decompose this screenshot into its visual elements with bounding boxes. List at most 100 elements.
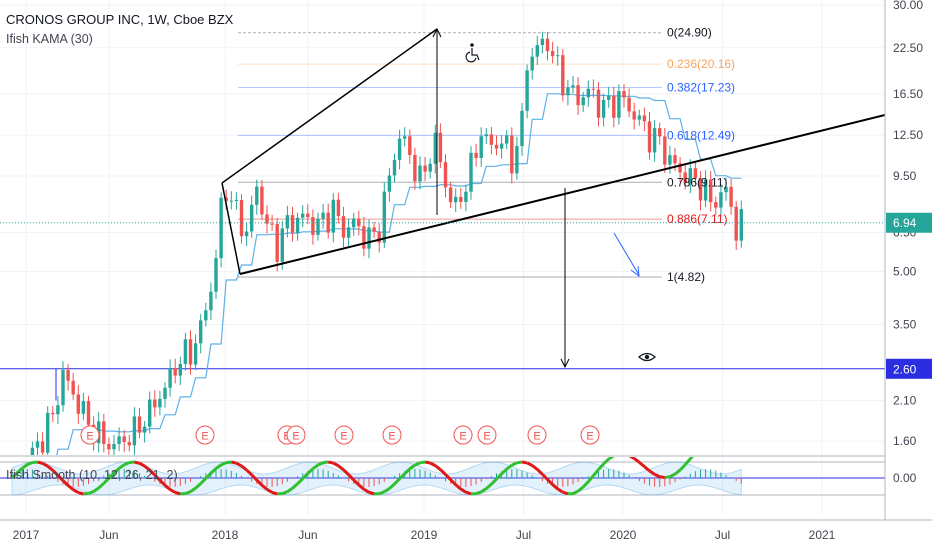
- eye-icon-outline: [638, 352, 656, 362]
- candle-body: [709, 179, 713, 203]
- candle-body: [367, 227, 371, 249]
- time-axis-bg: [0, 521, 932, 550]
- candle-body: [148, 399, 152, 427]
- candle-body: [581, 97, 585, 106]
- earnings-markers[interactable]: EEEEEEEEEE: [80, 425, 600, 445]
- candle-body: [112, 443, 116, 450]
- earnings-marker[interactable]: E: [527, 425, 547, 445]
- last-price-tag: [886, 212, 932, 233]
- candle-body: [250, 204, 254, 232]
- osc-wave-segment: [189, 486, 197, 493]
- horizontal-line-2-60[interactable]: [0, 368, 885, 401]
- candle-body: [403, 136, 407, 139]
- earnings-marker[interactable]: E: [477, 425, 497, 445]
- osc-band: [11, 461, 742, 496]
- osc-wave-segment: [266, 488, 273, 494]
- osc-wave-segment: [317, 461, 324, 467]
- fib-retracement[interactable]: [238, 32, 662, 278]
- hline-price-tag: [886, 358, 932, 379]
- trend-drawings[interactable]: [221, 27, 885, 369]
- osc-wave-segment: [597, 462, 605, 471]
- eye-icon-pupil: [644, 354, 650, 360]
- candle-body: [413, 154, 417, 182]
- osc-wave-segment: [633, 457, 641, 464]
- candle-body: [683, 172, 687, 184]
- osc-wave-segment: [541, 473, 549, 481]
- candle-body: [285, 215, 290, 229]
- candle-body: [173, 367, 177, 376]
- candle-body: [668, 155, 672, 165]
- candle-body: [321, 212, 325, 219]
- osc-wave-segment: [260, 483, 268, 491]
- candle-body: [107, 443, 111, 450]
- earnings-marker-letter: E: [86, 431, 93, 443]
- candle-body: [193, 343, 198, 365]
- osc-wave-segment: [41, 462, 49, 468]
- osc-wave-segment: [460, 487, 467, 494]
- earnings-marker[interactable]: E: [286, 425, 306, 445]
- osc-wave-segment: [215, 463, 222, 470]
- smooth-indicator-label[interactable]: Ifish Smooth (10, 12, 26, 21, 2): [6, 468, 178, 482]
- earnings-marker-circle: [527, 425, 547, 445]
- osc-wave-segment: [444, 473, 452, 481]
- earnings-marker[interactable]: E: [195, 425, 215, 445]
- earnings-marker[interactable]: E: [453, 425, 473, 445]
- earnings-marker[interactable]: E: [382, 425, 402, 445]
- earnings-marker[interactable]: E: [580, 425, 600, 445]
- candle-body: [494, 144, 499, 149]
- osc-wave-segment: [107, 471, 116, 480]
- osc-wave-segment: [347, 473, 355, 481]
- osc-wave-segment: [551, 483, 559, 491]
- earnings-marker-letter: E: [292, 431, 299, 443]
- candle-body: [35, 441, 40, 448]
- candle-body: [448, 187, 453, 203]
- candle-body: [214, 258, 218, 292]
- candle-body: [234, 200, 239, 202]
- accessibility-icon-head: [470, 43, 474, 47]
- symbol-title[interactable]: CRONOS GROUP INC, 1W, Cboe BZX: [6, 12, 234, 27]
- eye-icon[interactable]: [638, 352, 656, 362]
- candle-body: [586, 88, 590, 98]
- osc-wave-segment: [194, 482, 202, 490]
- candle-body: [290, 215, 295, 233]
- osc-wave-segment: [521, 460, 528, 465]
- time-tick-label: Jun: [298, 528, 317, 542]
- osc-wave-segment: [592, 468, 600, 477]
- osc-wave-segment: [209, 467, 218, 475]
- osc-wave-segment: [158, 479, 167, 487]
- time-tick-label: 2019: [411, 528, 438, 542]
- osc-wave-segment: [118, 463, 126, 470]
- osc-wave-segment: [505, 464, 513, 471]
- osc-wave-segment: [490, 477, 498, 486]
- osc-wave-segment: [291, 482, 299, 490]
- fib-level-label: 0.236(20.16): [667, 57, 735, 71]
- price-axis[interactable]: 30.0022.5016.5012.509.506.505.003.502.10…: [884, 0, 932, 520]
- osc-wave-segment: [245, 468, 253, 476]
- candle-body: [86, 401, 91, 425]
- osc-wave-segment: [562, 490, 569, 496]
- earnings-marker[interactable]: E: [334, 425, 354, 445]
- earnings-marker-letter: E: [459, 431, 466, 443]
- earnings-marker[interactable]: E: [80, 425, 100, 445]
- osc-wave-segment: [184, 490, 192, 495]
- candle-body: [433, 132, 437, 164]
- candle-body: [301, 213, 305, 218]
- osc-wave-segment: [429, 461, 436, 467]
- osc-wave-segment: [648, 469, 656, 476]
- fib-level-label: 1(4.82): [667, 270, 705, 284]
- time-axis[interactable]: 2017 Jun 2018 Jun 2019 Jul 2020 Jul 2021: [0, 519, 932, 550]
- candle-body: [142, 426, 147, 433]
- earnings-marker-circle: [195, 425, 215, 445]
- time-tick-label: 2017: [13, 528, 40, 542]
- osc-wave-segment: [26, 461, 33, 467]
- candles: [30, 31, 743, 455]
- projection-arrow: [613, 232, 640, 276]
- osc-wave-segment: [536, 468, 544, 476]
- candle-body: [188, 339, 193, 365]
- candle-body: [428, 163, 432, 172]
- earnings-marker-letter: E: [201, 431, 208, 443]
- time-tick-label: Jul: [715, 528, 730, 542]
- candle-body: [163, 387, 167, 399]
- kama-indicator-label[interactable]: Ifish KAMA (30): [6, 32, 93, 46]
